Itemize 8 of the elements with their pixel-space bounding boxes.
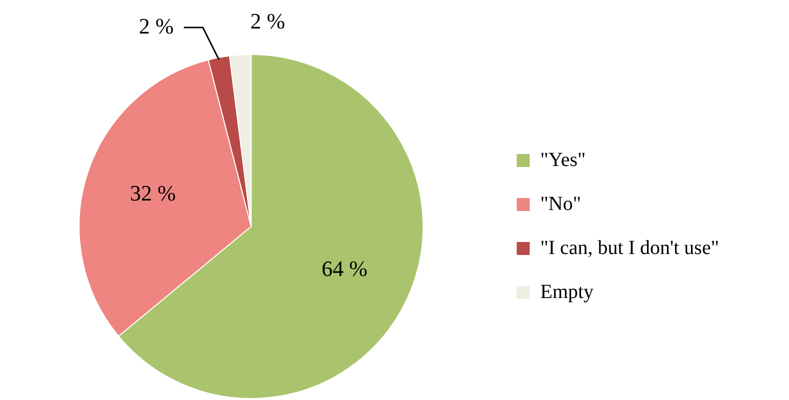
legend-label: "No" <box>540 192 581 215</box>
data-label: 32 % <box>130 180 176 206</box>
legend-label: "Yes" <box>540 148 586 171</box>
legend-label: Empty <box>540 280 594 303</box>
data-label: 64 % <box>322 256 368 282</box>
data-label: 2 % <box>250 8 286 34</box>
data-label: 2 % <box>138 13 174 38</box>
legend-label: "I can, but I don't use" <box>540 236 719 259</box>
